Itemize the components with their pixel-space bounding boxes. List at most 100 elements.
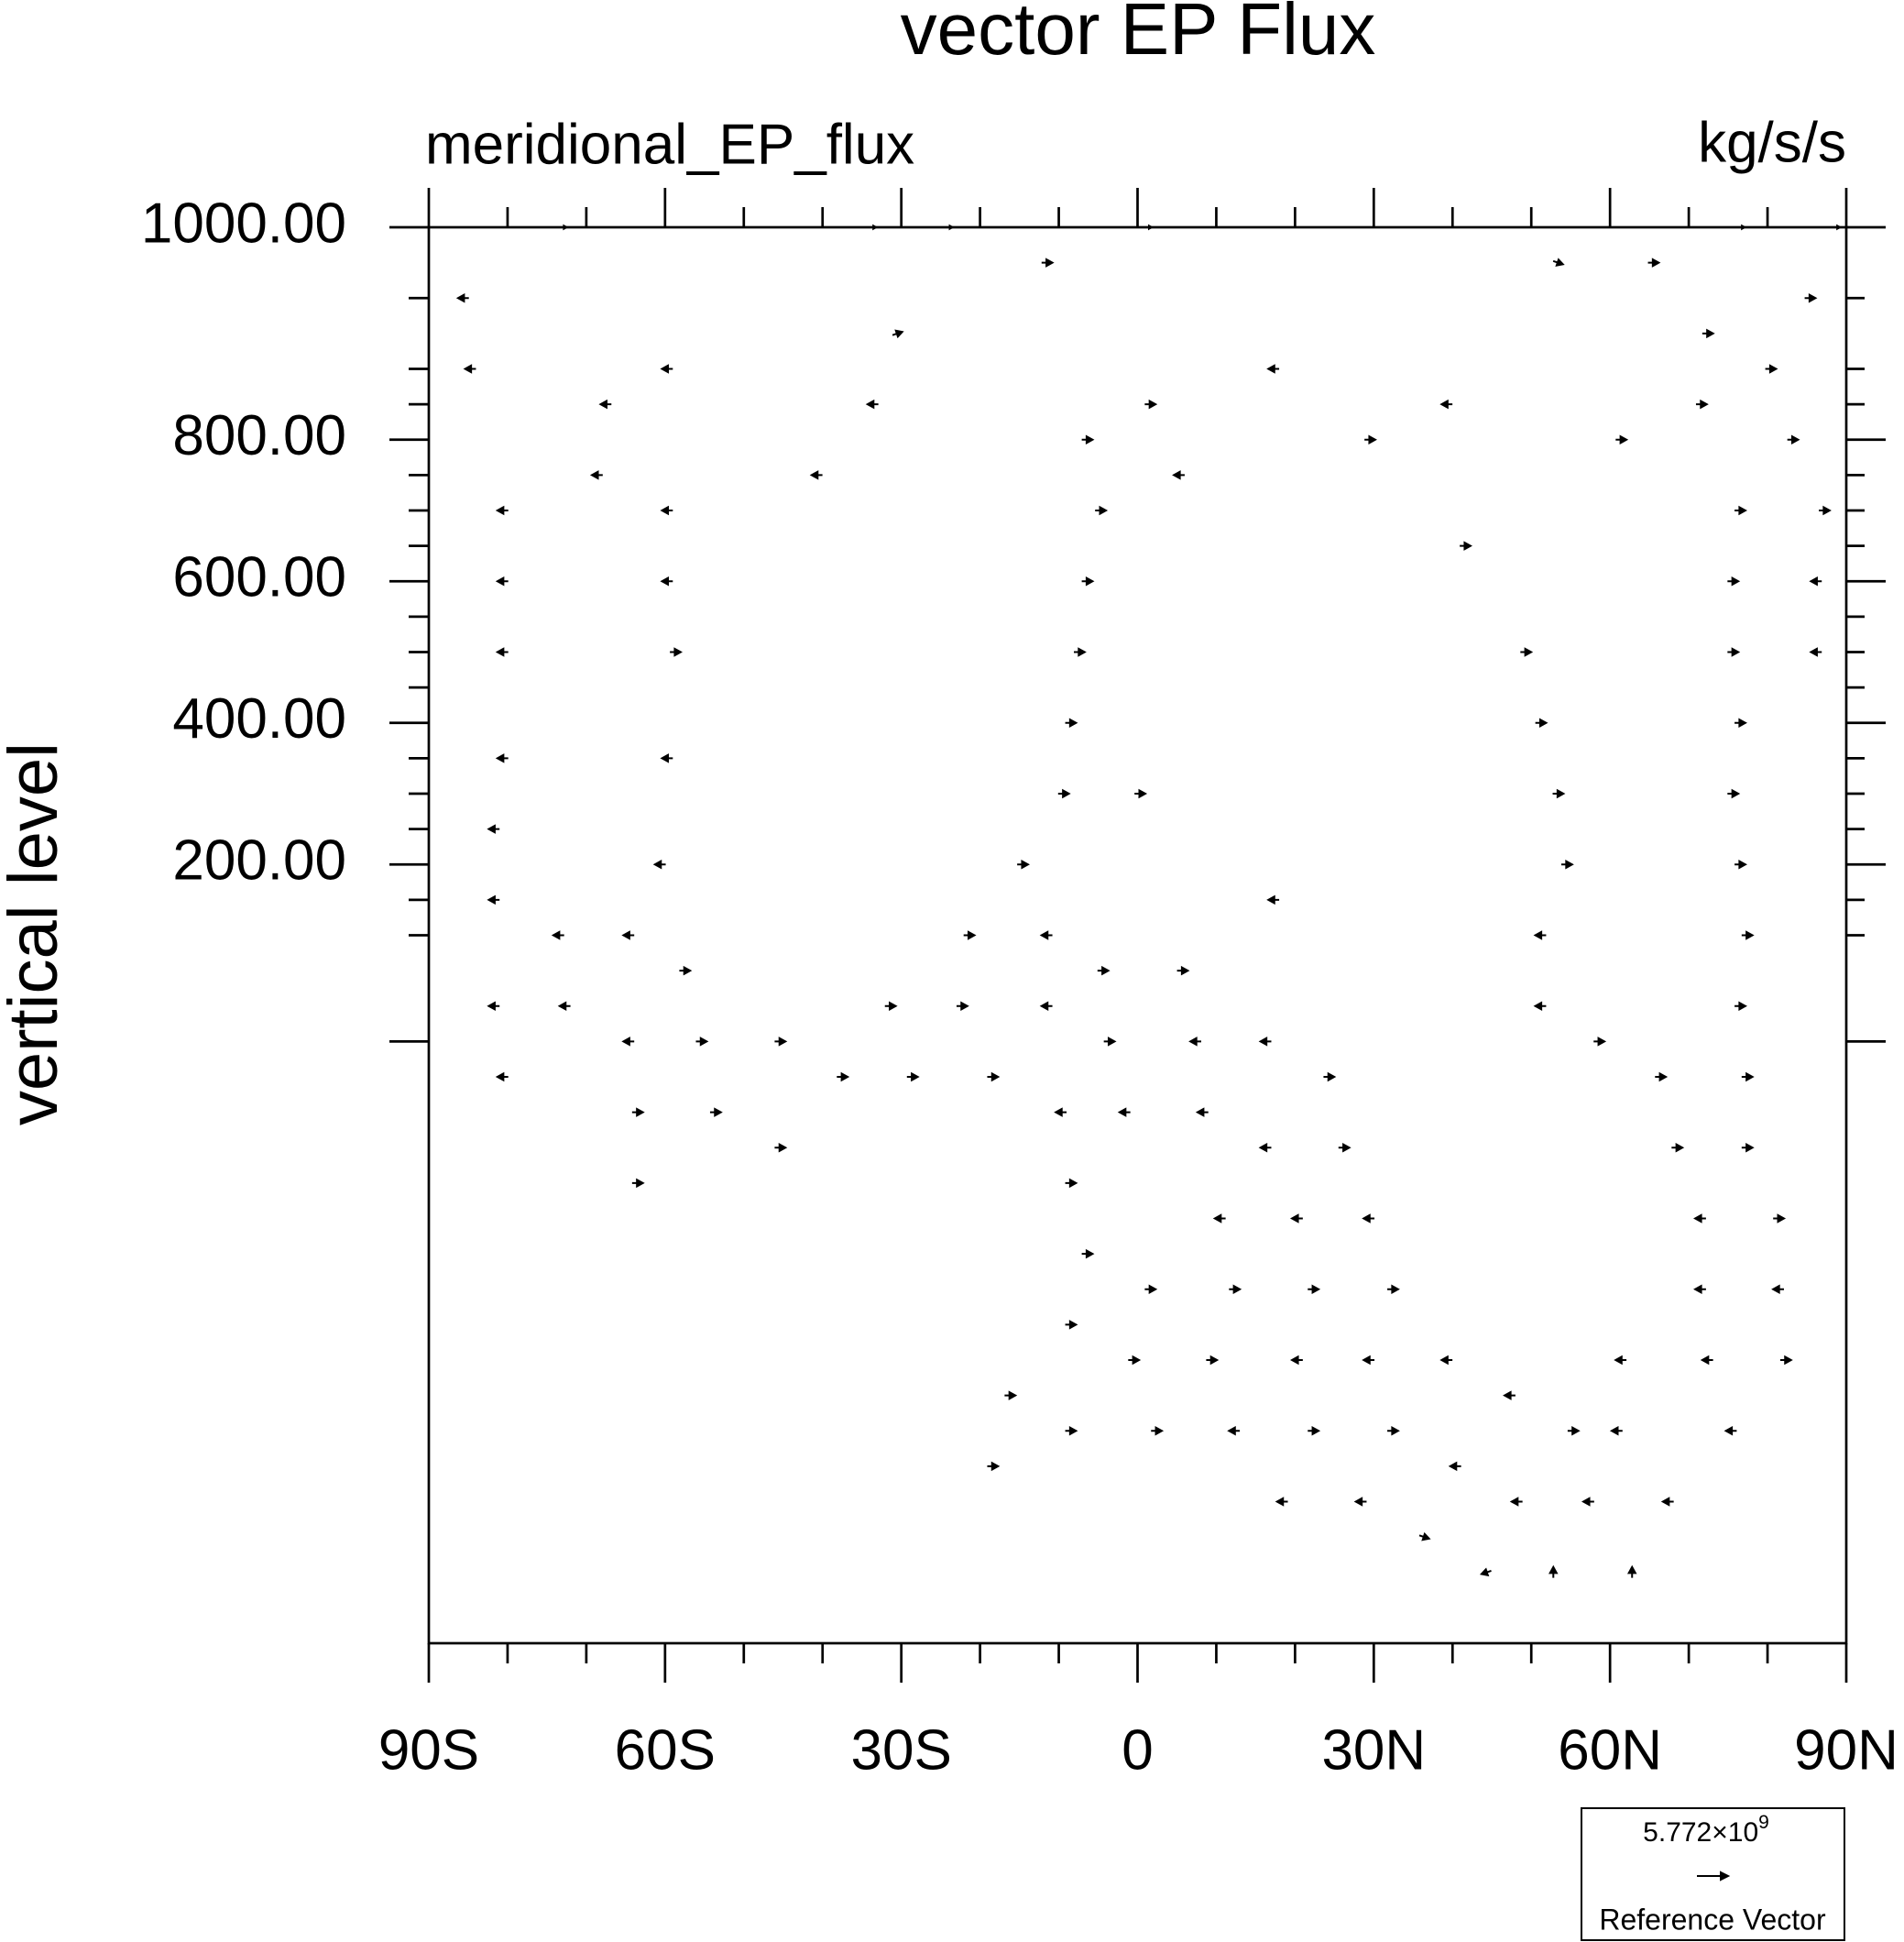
reference-box xyxy=(1581,1807,1845,1941)
vector xyxy=(1065,718,1078,729)
vector xyxy=(1134,788,1148,799)
vector xyxy=(1364,434,1378,445)
vector xyxy=(598,399,612,410)
vector xyxy=(495,647,509,657)
vector xyxy=(1552,258,1565,267)
vector xyxy=(1727,647,1741,657)
vector xyxy=(1362,1213,1375,1223)
vector xyxy=(1103,1037,1117,1047)
vector xyxy=(660,505,673,516)
vector xyxy=(660,576,673,587)
vector xyxy=(1809,647,1822,657)
vector xyxy=(1741,224,1747,231)
vector xyxy=(892,329,904,339)
vector xyxy=(1387,1284,1400,1295)
vector xyxy=(495,576,509,587)
vector xyxy=(463,364,476,374)
vector xyxy=(589,470,603,480)
vector xyxy=(1727,576,1741,587)
vector xyxy=(557,1001,571,1012)
vector xyxy=(551,930,564,940)
y-tick-label: 800.00 xyxy=(172,404,346,467)
vector xyxy=(1734,718,1747,729)
x-tick-label: 30S xyxy=(851,1718,952,1782)
vector xyxy=(1195,1107,1209,1117)
vector xyxy=(1695,399,1709,410)
vector xyxy=(872,224,879,231)
vector xyxy=(487,894,500,905)
vector xyxy=(1460,541,1472,551)
reference-caption: Reference Vector xyxy=(1599,1903,1826,1936)
vector xyxy=(1771,1284,1784,1295)
plot-frame xyxy=(427,225,1848,1645)
vector xyxy=(1609,1425,1623,1436)
y-tick-label: 400.00 xyxy=(172,687,346,751)
vector xyxy=(495,505,509,516)
vector xyxy=(1581,1497,1594,1507)
left-string: meridional_EP_flux xyxy=(425,113,914,176)
vector xyxy=(1765,364,1778,374)
vector xyxy=(1065,1320,1078,1330)
vector xyxy=(1039,930,1053,940)
vector xyxy=(1065,1425,1078,1436)
vector xyxy=(987,1461,1001,1472)
vector xyxy=(1804,292,1818,303)
vector xyxy=(1206,1355,1220,1366)
vector xyxy=(1266,894,1280,905)
vector xyxy=(631,1178,645,1189)
vector xyxy=(495,1071,509,1082)
vector xyxy=(563,224,569,231)
vector xyxy=(1702,328,1715,339)
vector xyxy=(1439,1355,1453,1366)
vector xyxy=(1779,1355,1793,1366)
vector xyxy=(1734,859,1747,870)
right-string: kg/s/s xyxy=(1698,111,1846,174)
vector xyxy=(1308,1284,1321,1295)
vector xyxy=(1065,1178,1078,1189)
vector xyxy=(1258,1037,1272,1047)
vector xyxy=(1561,859,1574,870)
vector xyxy=(1479,1567,1492,1577)
vector xyxy=(1660,1497,1674,1507)
vector xyxy=(956,1001,969,1012)
vector xyxy=(1290,1213,1303,1223)
vector xyxy=(1626,1564,1637,1578)
vector xyxy=(1017,859,1030,870)
vector xyxy=(1741,930,1755,940)
vector xyxy=(1614,1355,1627,1366)
vector xyxy=(1229,1284,1242,1295)
vector xyxy=(1144,1284,1158,1295)
vector xyxy=(1176,965,1190,976)
vector xyxy=(1655,1071,1669,1082)
vector xyxy=(865,399,879,410)
vector xyxy=(1773,1213,1787,1223)
vector xyxy=(660,753,673,763)
vector xyxy=(1258,1142,1272,1153)
y-tick-label: 1000.00 xyxy=(141,192,346,255)
vector xyxy=(1362,1355,1375,1366)
vector xyxy=(1509,1497,1523,1507)
vector xyxy=(621,1037,635,1047)
vector xyxy=(1004,1390,1018,1400)
vector xyxy=(1552,788,1566,799)
vector xyxy=(495,753,509,763)
vector xyxy=(1266,364,1280,374)
vector xyxy=(1057,788,1071,799)
vector xyxy=(695,1037,709,1047)
vector xyxy=(1734,505,1747,516)
vector xyxy=(1734,1001,1747,1012)
vector xyxy=(1172,470,1185,480)
vector xyxy=(1533,1001,1547,1012)
x-tick-label: 0 xyxy=(1122,1718,1153,1782)
vector xyxy=(709,1107,723,1117)
reference-arrow xyxy=(1697,1871,1731,1882)
vector xyxy=(1323,1071,1337,1082)
vector xyxy=(1647,258,1661,268)
vector xyxy=(1700,1355,1713,1366)
vector xyxy=(1097,965,1111,976)
vector xyxy=(1353,1497,1367,1507)
vector xyxy=(1836,224,1843,231)
vector xyxy=(1227,1425,1241,1436)
vector xyxy=(1074,647,1087,657)
x-tick-label: 90S xyxy=(378,1718,479,1782)
